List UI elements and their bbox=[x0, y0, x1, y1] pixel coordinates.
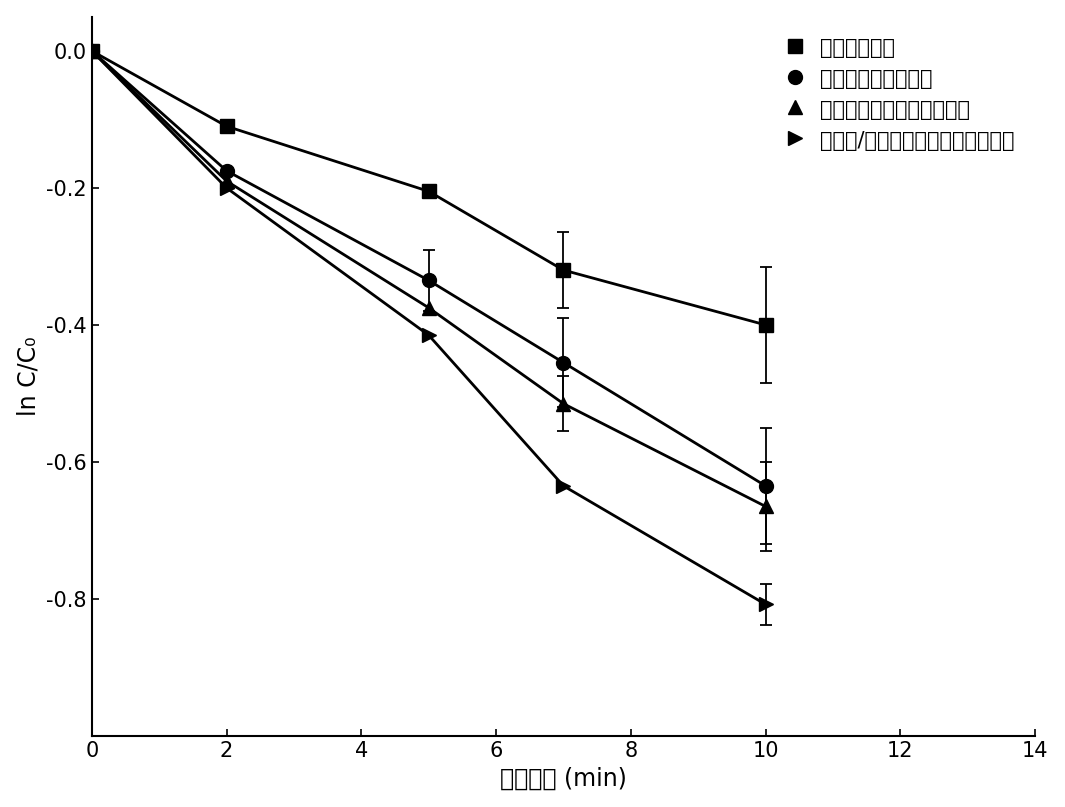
钔酸钒幕化臭氧氧化 bbox=[220, 166, 233, 176]
钔酸钒幕化臭氧氧化 bbox=[557, 358, 570, 367]
单独臭氧氧化 bbox=[759, 320, 772, 330]
钔酸钒/石墨相氮化碳幕化臭氧氧化 bbox=[220, 183, 233, 193]
石墨相氮化碳幕化臭氧氧化 bbox=[759, 502, 772, 512]
单独臭氧氧化 bbox=[220, 121, 233, 131]
钔酸钒/石墨相氮化碳幕化臭氧氧化 bbox=[557, 481, 570, 491]
石墨相氮化碳幕化臭氧氧化 bbox=[557, 399, 570, 408]
Line: 钔酸钒/石墨相氮化碳幕化臭氧氧化: 钔酸钒/石墨相氮化碳幕化臭氧氧化 bbox=[85, 44, 772, 612]
钔酸钒/石墨相氮化碳幕化臭氧氧化 bbox=[85, 46, 98, 56]
Line: 单独臭氧氧化: 单独臭氧氧化 bbox=[85, 44, 772, 332]
石墨相氮化碳幕化臭氧氧化 bbox=[423, 303, 436, 312]
Legend: 单独臭氧氧化, 钔酸钒幕化臭氧氧化, 石墨相氮化碳幕化臭氧氧化, 钔酸钒/石墨相氮化碳幕化臭氧氧化: 单独臭氧氧化, 钔酸钒幕化臭氧氧化, 石墨相氮化碳幕化臭氧氧化, 钔酸钒/石墨相… bbox=[772, 27, 1025, 161]
石墨相氮化碳幕化臭氧氧化 bbox=[85, 46, 98, 56]
钔酸钒幕化臭氧氧化 bbox=[85, 46, 98, 56]
单独臭氧氧化 bbox=[557, 266, 570, 275]
Line: 钔酸钒幕化臭氧氧化: 钔酸钒幕化臭氧氧化 bbox=[85, 44, 772, 493]
钔酸钒幕化臭氧氧化 bbox=[423, 275, 436, 285]
单独臭氧氧化 bbox=[423, 186, 436, 196]
钔酸钒幕化臭氧氧化 bbox=[759, 481, 772, 491]
钔酸钒/石墨相氮化碳幕化臭氧氧化 bbox=[423, 330, 436, 340]
Y-axis label: ln C/C₀: ln C/C₀ bbox=[17, 337, 40, 416]
钔酸钒/石墨相氮化碳幕化臭氧氧化 bbox=[759, 600, 772, 609]
单独臭氧氧化 bbox=[85, 46, 98, 56]
石墨相氮化碳幕化臭氧氧化 bbox=[220, 176, 233, 186]
X-axis label: 反应时间 (min): 反应时间 (min) bbox=[501, 767, 627, 790]
Line: 石墨相氮化碳幕化臭氧氧化: 石墨相氮化碳幕化臭氧氧化 bbox=[85, 44, 772, 513]
